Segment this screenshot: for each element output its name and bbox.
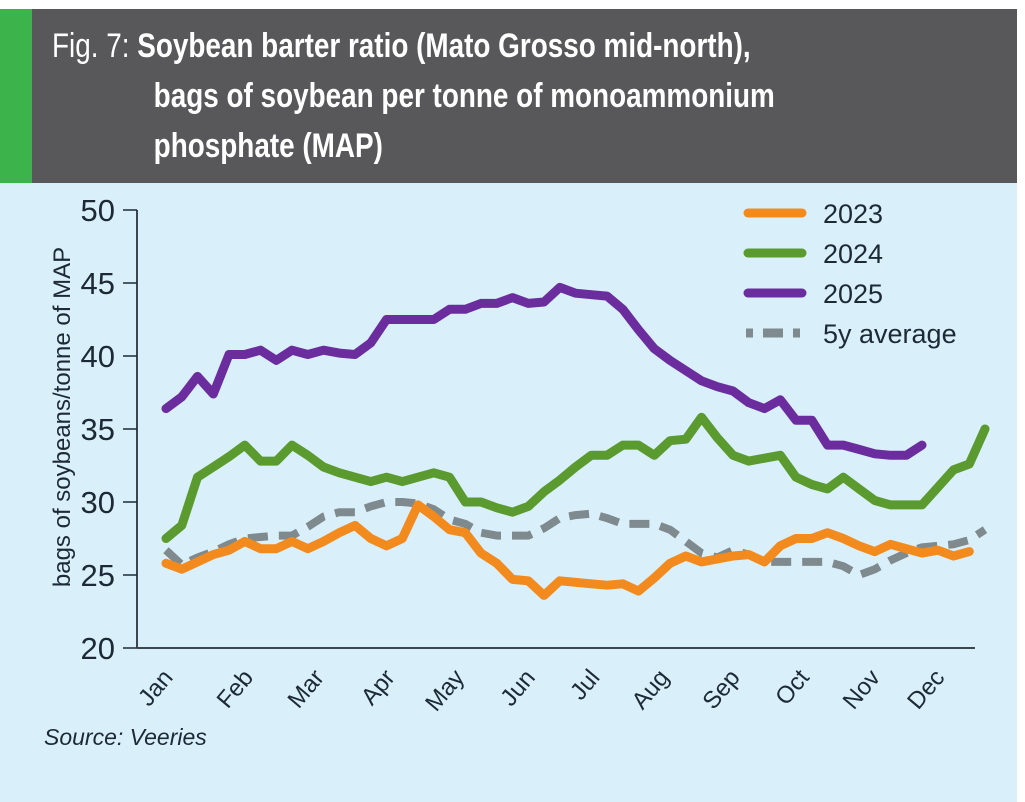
legend-label: 2024 (823, 239, 883, 269)
figure-header: Fig. 7: Soybean barter ratio (Mato Gross… (0, 9, 1017, 183)
legend: 2023 2024 2025 5y average (743, 199, 957, 349)
x-tick-label: Jul (565, 665, 605, 706)
figure-title: Fig. 7: Soybean barter ratio (Mato Gross… (52, 21, 987, 171)
x-tick-label: Nov (838, 665, 886, 715)
title-line-2: bags of soybean per tonne of monoammoniu… (153, 77, 775, 115)
x-tick-label: May (420, 665, 470, 717)
legend-label: 2023 (823, 199, 883, 229)
title-line-3: phosphate (MAP) (153, 127, 383, 165)
x-tick-label: Apr (356, 665, 401, 711)
x-tick-label: Sep (697, 665, 745, 715)
x-tick-label: Oct (770, 664, 815, 710)
x-tick-label: Jun (495, 665, 541, 712)
y-tick-label: 35 (81, 412, 115, 447)
y-tick-label: 20 (81, 631, 115, 666)
y-tick-label: 25 (81, 558, 115, 593)
y-tick-label: 40 (81, 339, 115, 374)
y-tick-label: 45 (81, 266, 115, 301)
legend-label: 5y average (823, 319, 957, 349)
y-axis: 20 25 30 35 40 45 50 (81, 193, 138, 666)
source-note: Source: Veeries (44, 724, 207, 750)
series-line-2025 (161, 282, 927, 460)
figure-label: Fig. 7: (52, 27, 130, 65)
x-tick-label: Jan (133, 665, 179, 712)
y-tick-label: 50 (81, 193, 115, 228)
y-axis-label: bags of soybeans/tonne of MAP (49, 247, 76, 587)
legend-label: 2025 (823, 279, 883, 309)
chart-panel: Fig. 7: Soybean barter ratio (Mato Gross… (0, 9, 1017, 802)
y-tick-label: 30 (81, 485, 115, 520)
x-tick-label: Dec (902, 665, 950, 715)
series-line-2023 (161, 500, 974, 600)
title-line-1: Soybean barter ratio (Mato Grosso mid-no… (137, 27, 751, 65)
series-layer (161, 282, 990, 600)
accent-bar (0, 9, 32, 183)
x-tick-label: Feb (212, 665, 259, 714)
series-line-2024 (161, 412, 990, 543)
x-tick-label: Aug (627, 665, 675, 715)
x-tick-label: Mar (283, 665, 330, 714)
x-axis: Jan Feb Mar Apr May Jun Jul Aug Sep Oct Nov Dec (133, 647, 975, 717)
